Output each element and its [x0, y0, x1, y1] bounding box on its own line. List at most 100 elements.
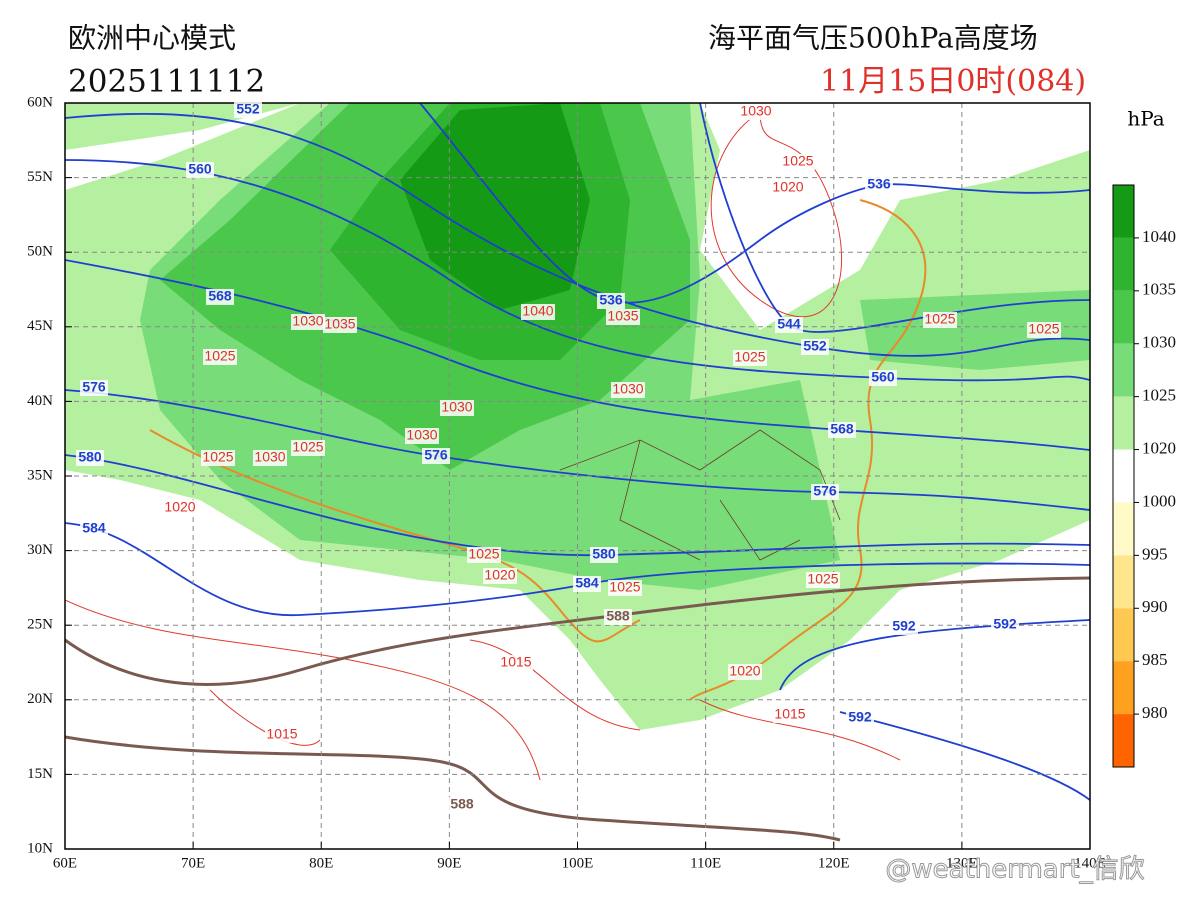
height-label: 568	[208, 288, 232, 304]
label-bg	[440, 400, 474, 416]
pressure-label: 1040	[522, 303, 553, 319]
label-bg	[608, 580, 642, 596]
colorbar-label: 1030	[1142, 333, 1176, 352]
pressure-label: 1015	[266, 726, 297, 742]
colorbar-label: 985	[1142, 650, 1168, 669]
colorbar-label: 1035	[1142, 280, 1176, 299]
lon-label: 80E	[309, 855, 333, 871]
label-bg	[405, 428, 439, 444]
lat-label: 20N	[27, 691, 53, 707]
label-bg	[163, 500, 197, 516]
watermark: @weathermart_信欣	[885, 855, 1144, 885]
lat-label: 35N	[27, 467, 53, 483]
label-bg	[771, 180, 805, 196]
lat-label: 60N	[27, 94, 53, 110]
label-bg	[773, 707, 807, 723]
colorbar-label: 980	[1142, 703, 1168, 722]
pressure-label: 1025	[807, 571, 838, 587]
label-bg	[201, 450, 235, 466]
label-bg	[186, 162, 214, 178]
pressure-label: 1035	[607, 308, 638, 324]
label-bg	[483, 568, 517, 584]
label-bg	[291, 440, 325, 456]
height-label: 588	[450, 796, 474, 812]
pressure-label: 1030	[406, 427, 437, 443]
label-bg	[781, 154, 815, 170]
pressure-label: 1020	[164, 499, 195, 515]
height-label: 580	[592, 546, 616, 562]
pressure-label: 1025	[1028, 321, 1059, 337]
lat-label: 30N	[27, 542, 53, 558]
height-label: 592	[848, 709, 872, 725]
height-label: 580	[78, 449, 102, 465]
colorbar-label: 1020	[1142, 438, 1176, 457]
pressure-label: 1020	[484, 567, 515, 583]
label-bg	[865, 177, 893, 193]
height-label: 592	[993, 616, 1017, 632]
pressure-label: 1025	[924, 311, 955, 327]
label-bg	[606, 309, 640, 325]
pressure-label: 1030	[441, 399, 472, 415]
colorbar-segment	[1113, 396, 1134, 450]
pressure-label: 1025	[468, 546, 499, 562]
colorbar-unit: hPa	[1127, 107, 1164, 131]
label-bg	[739, 104, 773, 120]
label-bg	[728, 664, 762, 680]
colorbar-frame	[1112, 184, 1135, 768]
label-bg	[521, 304, 555, 320]
fields-title: 海平面气压500hPa高度场	[708, 22, 1038, 55]
lat-label: 50N	[27, 244, 53, 260]
label-bg	[422, 448, 450, 464]
label-bg	[203, 349, 237, 365]
colorbar-segment	[1113, 343, 1134, 397]
lat-label: 40N	[27, 393, 53, 409]
height-label: 536	[867, 176, 891, 192]
height-label: 560	[188, 161, 212, 177]
label-bg	[253, 450, 287, 466]
height-label: 544	[777, 316, 801, 332]
lon-label: 120E	[818, 855, 850, 871]
pressure-label: 1020	[729, 663, 760, 679]
lon-label: 130E	[946, 855, 978, 871]
lon-label: 110E	[690, 855, 721, 871]
label-bg	[604, 609, 632, 625]
label-bg	[801, 339, 829, 355]
label-bg	[806, 572, 840, 588]
pressure-label: 1025	[204, 348, 235, 364]
label-bg	[499, 655, 533, 671]
label-bg	[991, 617, 1019, 633]
lon-label: 100E	[562, 855, 594, 871]
label-bg	[1027, 322, 1061, 338]
lon-label: 60E	[53, 855, 77, 871]
height-label: 576	[813, 483, 837, 499]
colorbar-label: 1000	[1142, 491, 1176, 510]
run-time: 2025111112	[68, 64, 265, 100]
colorbar-segment	[1113, 661, 1134, 715]
lon-label: 90E	[437, 855, 461, 871]
label-bg	[448, 797, 476, 813]
pressure-label: 1025	[609, 579, 640, 595]
model-title: 欧洲中心模式	[68, 22, 236, 55]
colorbar-label: 1025	[1142, 386, 1176, 405]
colorbar-segment	[1113, 714, 1134, 767]
lat-label: 45N	[27, 318, 53, 334]
pressure-label: 1015	[500, 654, 531, 670]
height-label: 536	[599, 292, 623, 308]
label-bg	[206, 289, 234, 305]
lat-label: 15N	[27, 766, 53, 782]
height-label: 584	[82, 520, 106, 536]
height-label: 592	[892, 618, 916, 634]
colorbar-label: 995	[1142, 544, 1168, 563]
label-bg	[733, 350, 767, 366]
label-bg	[597, 293, 625, 309]
label-bg	[846, 710, 874, 726]
label-bg	[291, 314, 325, 330]
height-label: 568	[830, 421, 854, 437]
colorbar-segment	[1113, 555, 1134, 609]
label-bg	[890, 619, 918, 635]
lat-label: 10N	[27, 840, 53, 856]
label-bg	[828, 422, 856, 438]
label-bg	[80, 380, 108, 396]
colorbar-segment	[1113, 237, 1134, 291]
